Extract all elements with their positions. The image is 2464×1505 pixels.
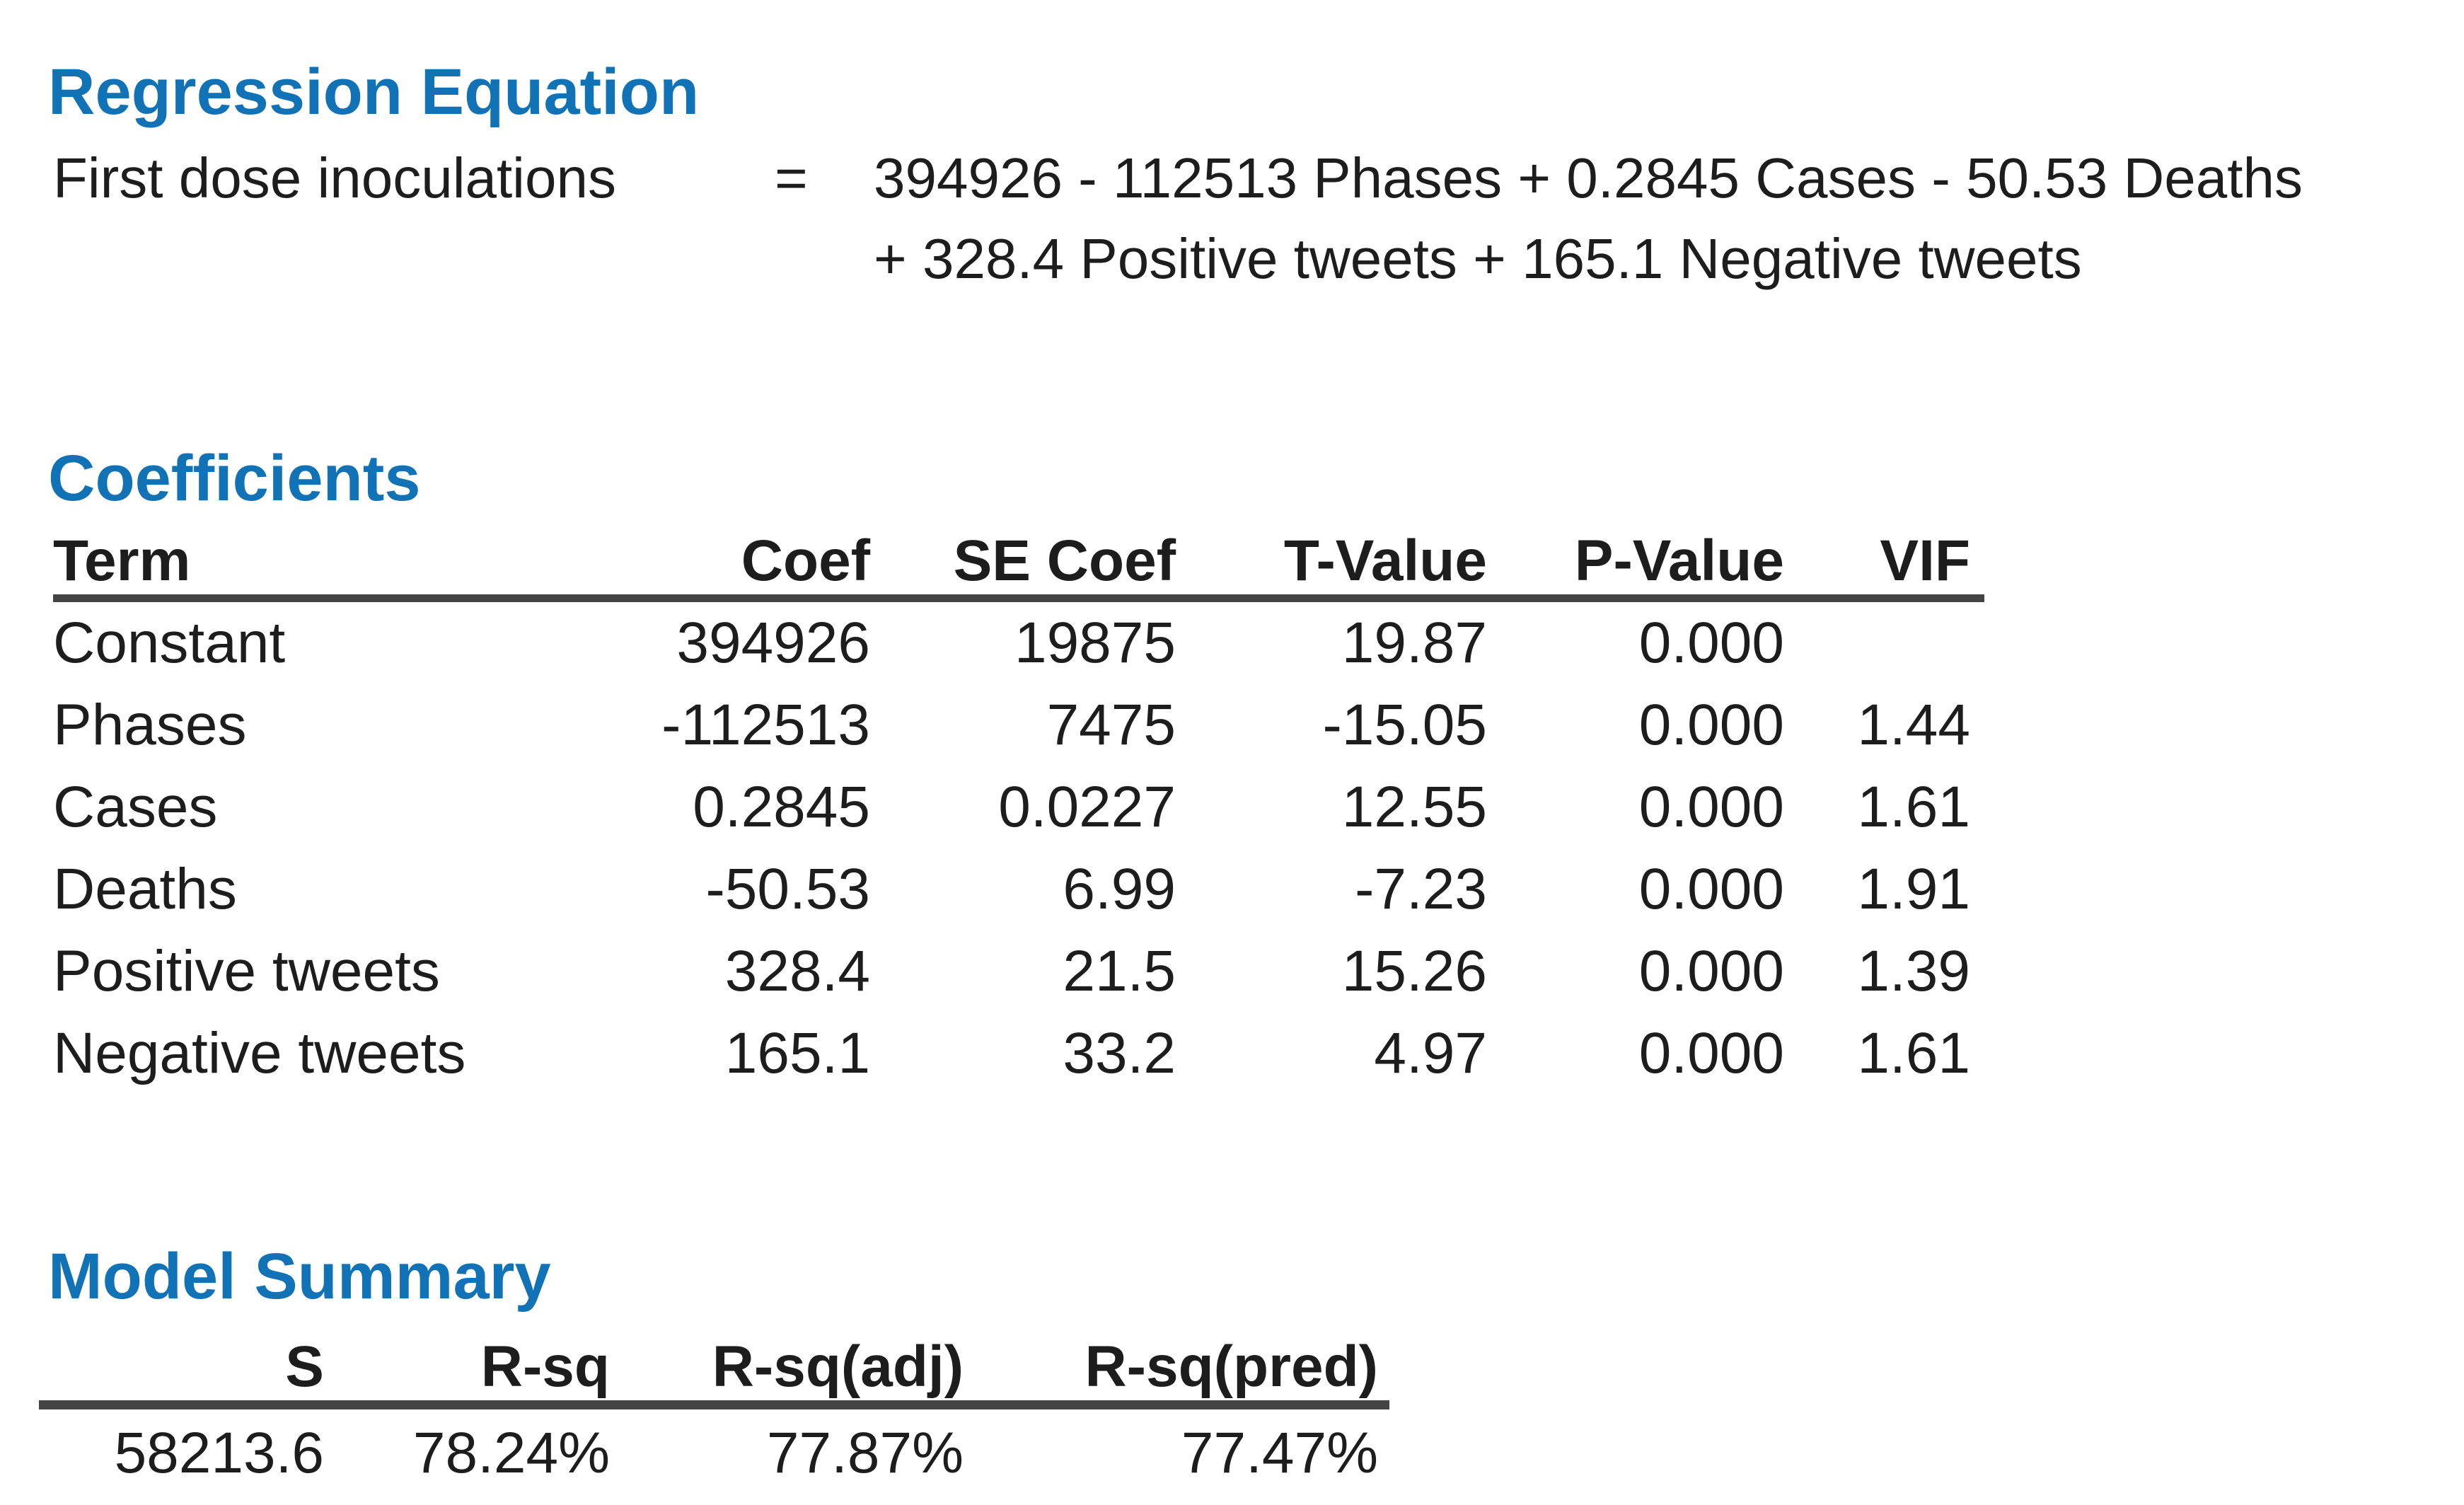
column-header-r-sq-pred: R-sq(pred) — [964, 1330, 1389, 1409]
cell-vif: 1.91 — [1857, 857, 1970, 921]
cell-term: Constant — [53, 611, 286, 675]
cell-coef: 0.2845 — [693, 775, 870, 839]
cell-t-value: 4.97 — [1374, 1021, 1487, 1085]
cell-r-sq-pred: 77.47% — [1181, 1421, 1378, 1485]
equation-expression: 394926 - 112513 Phases + 0.2845 Cases - … — [874, 138, 2303, 299]
cell-p-value: 0.000 — [1638, 857, 1784, 921]
cell-t-value: 19.87 — [1341, 611, 1487, 675]
column-header-vif: VIF — [1784, 527, 1984, 602]
column-header-se-coef: SE Coef — [870, 527, 1176, 602]
column-header-r-sq: R-sq — [324, 1330, 610, 1409]
model-summary-table-header: S R-sq R-sq(adj) R-sq(pred) — [39, 1330, 1389, 1409]
cell-term: Positive tweets — [53, 939, 440, 1003]
equation-line-2: + 328.4 Positive tweets + 165.1 Negative… — [874, 227, 2082, 290]
cell-term: Cases — [53, 775, 218, 839]
cell-coef: -50.53 — [705, 857, 870, 921]
cell-coef: 165.1 — [724, 1021, 870, 1085]
cell-p-value: 0.000 — [1638, 1021, 1784, 1085]
column-header-term: Term — [53, 527, 478, 602]
cell-coef: -112513 — [661, 693, 870, 757]
equation-equals-sign: = — [775, 146, 808, 209]
table-header-row: Term Coef SE Coef T-Value P-Value VIF — [53, 527, 1984, 602]
cell-se-coef: 6.99 — [1063, 857, 1176, 921]
column-header-r-sq-adj: R-sq(adj) — [610, 1330, 964, 1409]
table-row-model-summary: 58213.6 78.24% 77.87% 77.47% — [39, 1405, 1389, 1498]
model-summary-heading: Model Summary — [48, 1240, 551, 1313]
cell-coef: 394926 — [676, 611, 870, 675]
cell-t-value: 15.26 — [1341, 939, 1487, 1003]
cell-t-value: 12.55 — [1341, 775, 1487, 839]
column-header-s: S — [39, 1330, 324, 1409]
cell-p-value: 0.000 — [1638, 611, 1784, 675]
cell-r-sq-adj: 77.87% — [766, 1421, 964, 1485]
coefficients-heading: Coefficients — [48, 442, 421, 515]
table-row-negative-tweets: Negative tweets 165.1 33.2 4.97 0.000 1.… — [53, 1013, 1984, 1095]
table-row-positive-tweets: Positive tweets 328.4 21.5 15.26 0.000 1… — [53, 930, 1984, 1013]
cell-r-sq: 78.24% — [412, 1421, 610, 1485]
cell-term: Negative tweets — [53, 1021, 466, 1085]
equation-response-label: First dose inoculations — [53, 146, 616, 209]
table-row-constant: Constant 394926 19875 19.87 0.000 — [53, 599, 1984, 685]
regression-equation-block: First dose inoculations = 394926 - 11251… — [53, 138, 2303, 299]
cell-s: 58213.6 — [114, 1421, 324, 1485]
cell-se-coef: 21.5 — [1063, 939, 1176, 1003]
cell-se-coef: 33.2 — [1063, 1021, 1176, 1085]
cell-vif: 1.61 — [1857, 1021, 1970, 1085]
equation-line-1: 394926 - 112513 Phases + 0.2845 Cases - … — [874, 146, 2303, 209]
table-row-phases: Phases -112513 7475 -15.05 0.000 1.44 — [53, 684, 1984, 766]
coefficients-table: Term Coef SE Coef T-Value P-Value VIF Co… — [53, 527, 1984, 1095]
cell-vif — [1784, 599, 1984, 685]
table-row-cases: Cases 0.2845 0.0227 12.55 0.000 1.61 — [53, 766, 1984, 848]
cell-coef: 328.4 — [724, 939, 870, 1003]
table-header-row: S R-sq R-sq(adj) R-sq(pred) — [39, 1330, 1389, 1409]
cell-term: Phases — [53, 693, 247, 757]
coefficients-table-header: Term Coef SE Coef T-Value P-Value VIF — [53, 527, 1984, 602]
cell-t-value: -7.23 — [1355, 857, 1487, 921]
cell-t-value: -15.05 — [1322, 693, 1487, 757]
column-header-p-value: P-Value — [1487, 527, 1784, 602]
cell-se-coef: 19875 — [1014, 611, 1176, 675]
cell-p-value: 0.000 — [1638, 939, 1784, 1003]
cell-p-value: 0.000 — [1638, 693, 1784, 757]
regression-equation-heading: Regression Equation — [48, 55, 700, 128]
cell-vif: 1.39 — [1857, 939, 1970, 1003]
cell-se-coef: 7475 — [1046, 693, 1176, 757]
cell-vif: 1.61 — [1857, 775, 1970, 839]
table-row-deaths: Deaths -50.53 6.99 -7.23 0.000 1.91 — [53, 848, 1984, 930]
column-header-t-value: T-Value — [1176, 527, 1487, 602]
cell-se-coef: 0.0227 — [998, 775, 1176, 839]
cell-vif: 1.44 — [1857, 693, 1970, 757]
cell-p-value: 0.000 — [1638, 775, 1784, 839]
model-summary-table: S R-sq R-sq(adj) R-sq(pred) 58213.6 78.2… — [39, 1330, 1389, 1497]
cell-term: Deaths — [53, 857, 237, 921]
column-header-coef: Coef — [478, 527, 870, 602]
